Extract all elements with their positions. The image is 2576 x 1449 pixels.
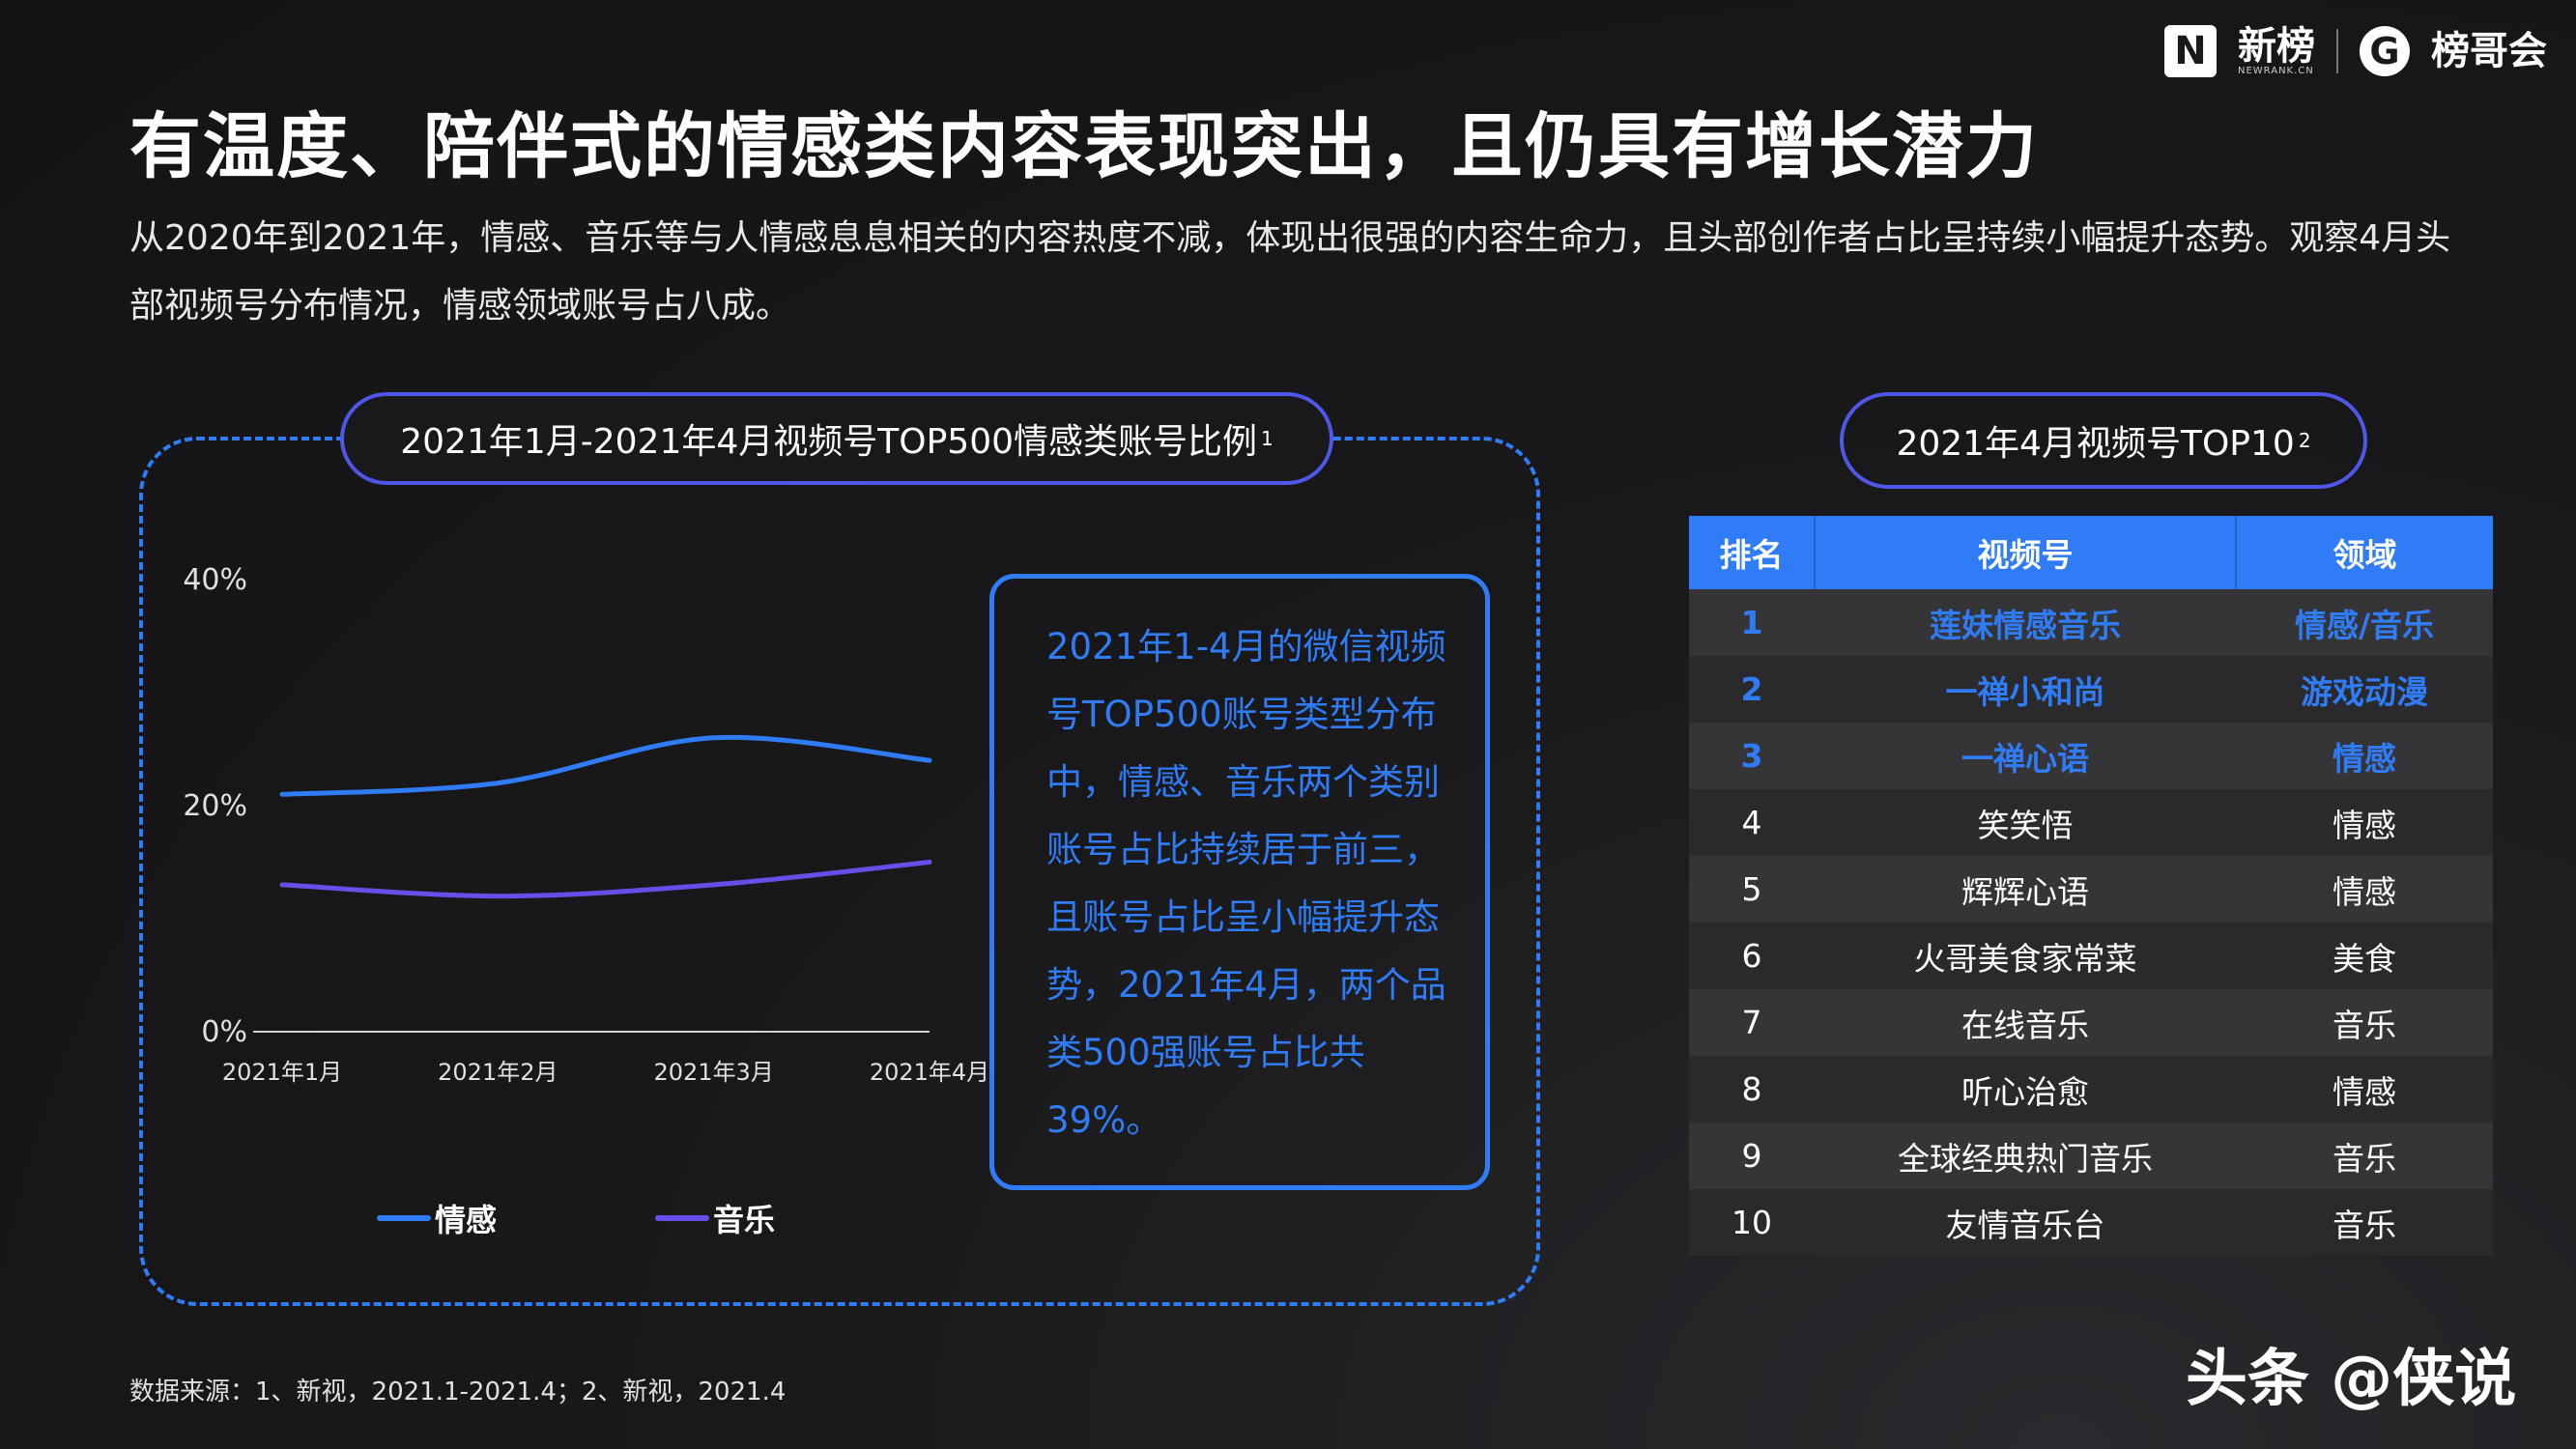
legend-swatch-emotion [377,1215,431,1221]
table-title-pill: 2021年4月视频号TOP10 2 [1840,392,2367,489]
table-row: 9 全球经典热门音乐 音乐 [1689,1122,2493,1189]
x-tick-label: 2021年4月 [870,1059,989,1086]
header-account: 视频号 [1815,516,2237,589]
bangge-logo-icon: G [2360,26,2410,76]
cell-name: 听心治愈 [1815,1056,2236,1122]
cell-rank: 1 [1689,589,1815,656]
chart-title-pill: 2021年1月-2021年4月视频号TOP500情感类账号比例 1 [340,392,1333,485]
data-source-note: 数据来源：1、新视，2021.1-2021.4；2、新视，2021.4 [129,1378,787,1406]
cell-rank: 7 [1689,989,1815,1056]
cell-name: 在线音乐 [1815,989,2236,1056]
logo-group: N 新榜 NEWRANK.CN G 榜哥会 [2164,25,2547,77]
cell-rank: 10 [1689,1189,1815,1256]
cell-rank: 2 [1689,656,1815,723]
top10-table: 排名 视频号 领域 1 莲妹情感音乐 情感/音乐 2 一禅小和尚 游戏动漫 3 一禅心语 情感 4… [1689,516,2493,1256]
y-tick-label: 40% [183,563,247,597]
header-domain: 领域 [2236,516,2493,589]
bangge-brand-name: 榜哥会 [2431,29,2547,73]
cell-rank: 9 [1689,1122,1815,1189]
legend-label-emotion: 情感 [435,1202,498,1238]
y-tick-label: 0% [201,1015,247,1049]
logo-divider [2336,29,2338,73]
newrank-logo-icon: N [2164,25,2217,77]
cell-name: 友情音乐台 [1815,1189,2236,1256]
cell-name: 全球经典热门音乐 [1815,1122,2236,1189]
cell-name: 笑笑悟 [1815,789,2236,856]
table-row: 2 一禅小和尚 游戏动漫 [1689,656,2493,723]
legend-swatch-music [655,1215,709,1221]
legend-label-music: 音乐 [713,1202,776,1238]
table-title: 2021年4月视频号TOP10 [1896,424,2295,464]
cell-name: 莲妹情感音乐 [1815,589,2236,656]
cell-rank: 6 [1689,923,1815,989]
intro-text: 从2020年到2021年，情感、音乐等与人情感息息相关的内容热度不减，体现出很强… [129,218,2451,326]
table-row: 6 火哥美食家常菜 美食 [1689,923,2493,989]
cell-domain: 音乐 [2236,1122,2493,1189]
table-header-row: 排名 视频号 领域 [1689,516,2493,589]
cell-name: 火哥美食家常菜 [1815,923,2236,989]
newrank-brand-url: NEWRANK.CN [2238,65,2314,76]
cell-rank: 4 [1689,789,1815,856]
chart-note-box: 2021年1-4月的微信视频号TOP500账号类型分布中，情感、音乐两个类别账号… [989,574,1490,1190]
table-row: 10 友情音乐台 音乐 [1689,1189,2493,1256]
chart-title-footnote: 1 [1261,427,1274,450]
cell-name: 一禅心语 [1815,723,2236,789]
cell-domain: 情感 [2236,1056,2493,1122]
table-row: 1 莲妹情感音乐 情感/音乐 [1689,589,2493,656]
cell-domain: 游戏动漫 [2236,656,2493,723]
x-tick-label: 2021年2月 [438,1059,558,1086]
table-title-footnote: 2 [2298,429,2311,452]
cell-domain: 情感 [2236,789,2493,856]
cell-name: 辉辉心语 [1815,856,2236,923]
x-tick-label: 2021年3月 [653,1059,773,1086]
chart-note-text: 2021年1-4月的微信视频号TOP500账号类型分布中，情感、音乐两个类别账号… [1046,626,1446,1141]
cell-rank: 5 [1689,856,1815,923]
y-tick-label: 20% [183,789,247,823]
series-line-emotion [279,734,932,797]
cell-domain: 情感 [2236,856,2493,923]
table-row: 4 笑笑悟 情感 [1689,789,2493,856]
table-row: 8 听心治愈 情感 [1689,1056,2493,1122]
chart-title: 2021年1月-2021年4月视频号TOP500情感类账号比例 [400,422,1258,462]
watermark: 头条 @侠说 [2186,1344,2517,1415]
newrank-brand: 新榜 NEWRANK.CN [2238,27,2315,76]
cell-domain: 音乐 [2236,989,2493,1056]
table-row: 5 辉辉心语 情感 [1689,856,2493,923]
cell-domain: 情感 [2236,723,2493,789]
header-rank: 排名 [1689,516,1816,589]
table-row: 3 一禅心语 情感 [1689,723,2493,789]
legend-item-music: 音乐 [655,1196,775,1240]
cell-domain: 美食 [2236,923,2493,989]
series-line-music [279,860,932,899]
newrank-brand-name: 新榜 [2238,23,2315,69]
cell-name: 一禅小和尚 [1815,656,2236,723]
page-title: 有温度、陪伴式的情感类内容表现突出，且仍具有增长潜力 [129,105,2039,188]
table-row: 7 在线音乐 音乐 [1689,989,2493,1056]
legend-item-emotion: 情感 [377,1196,497,1240]
cell-rank: 3 [1689,723,1815,789]
cell-rank: 8 [1689,1056,1815,1122]
cell-domain: 音乐 [2236,1189,2493,1256]
cell-domain: 情感/音乐 [2236,589,2493,656]
x-tick-label: 2021年1月 [222,1059,342,1086]
